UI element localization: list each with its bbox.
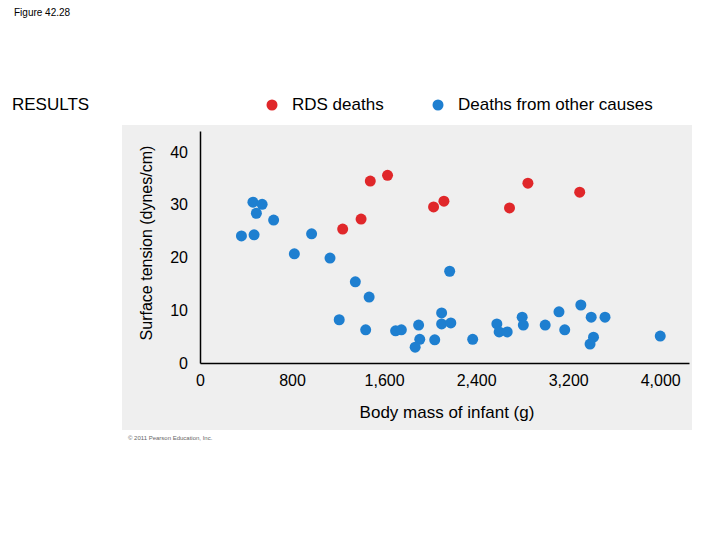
point — [364, 292, 375, 303]
point — [467, 334, 478, 345]
point — [396, 324, 407, 335]
y-tick: 30 — [170, 196, 200, 213]
legend-label: RDS deaths — [292, 95, 384, 114]
y-tick: 20 — [170, 249, 200, 266]
y-tick-label: 20 — [170, 249, 188, 266]
point — [445, 317, 456, 328]
point — [337, 224, 348, 235]
point — [428, 201, 439, 212]
x-tick: 3,200 — [549, 363, 589, 389]
x-tick: 800 — [279, 363, 306, 389]
y-tick: 0 — [179, 355, 200, 372]
point — [518, 320, 529, 331]
point — [553, 306, 564, 317]
series — [236, 197, 666, 353]
chart: 0 800 1,600 2,400 3,200 4,000 0 10 20 30 40 RDS dea… — [0, 0, 720, 540]
point — [350, 276, 361, 287]
point — [289, 248, 300, 259]
point — [655, 331, 666, 342]
point — [600, 312, 611, 323]
y-axis-title: Surface tension (dynes/cm) — [138, 146, 155, 341]
panel-background — [122, 125, 692, 430]
point — [334, 314, 345, 325]
x-axis-title: Body mass of infant (g) — [360, 403, 535, 422]
x-tick: 2,400 — [457, 363, 497, 389]
point — [356, 214, 367, 225]
x-tick-label: 4,000 — [641, 372, 681, 389]
y-tick: 40 — [170, 144, 200, 161]
legend-item: RDS deaths — [267, 95, 384, 114]
x-tick: 4,000 — [641, 363, 681, 389]
x-axis: 0 800 1,600 2,400 3,200 4,000 — [196, 363, 689, 389]
x-tick: 0 — [196, 363, 205, 389]
point — [268, 215, 279, 226]
point — [365, 176, 376, 187]
legend-item: Deaths from other causes — [433, 95, 653, 114]
x-tick-label: 3,200 — [549, 372, 589, 389]
x-tick-label: 2,400 — [457, 372, 497, 389]
series — [337, 170, 585, 235]
point — [436, 307, 447, 318]
point — [247, 197, 258, 208]
point — [559, 324, 570, 335]
plot-area — [236, 170, 666, 353]
point — [251, 208, 262, 219]
point — [249, 229, 260, 240]
point — [574, 187, 585, 198]
legend-swatch — [267, 100, 278, 111]
point — [325, 253, 336, 264]
point — [236, 230, 247, 241]
y-tick-label: 0 — [179, 355, 188, 372]
point — [575, 300, 586, 311]
point — [382, 170, 393, 181]
x-tick: 1,600 — [365, 363, 405, 389]
point — [522, 178, 533, 189]
y-axis: 0 10 20 30 40 — [170, 132, 200, 372]
point — [429, 334, 440, 345]
legend-swatch — [433, 100, 444, 111]
figure-label: Figure 42.28 — [14, 7, 71, 18]
x-tick-label: 800 — [279, 372, 306, 389]
y-tick-label: 10 — [170, 302, 188, 319]
legend-label: Deaths from other causes — [458, 95, 653, 114]
point — [306, 228, 317, 239]
x-axis-line — [201, 363, 690, 365]
y-axis-line — [200, 132, 202, 364]
point — [504, 202, 515, 213]
x-tick-label: 1,600 — [365, 372, 405, 389]
point — [413, 320, 424, 331]
point — [586, 312, 597, 323]
point — [444, 266, 455, 277]
y-tick-label: 30 — [170, 196, 188, 213]
copyright: © 2011 Pearson Education, Inc. — [128, 435, 213, 441]
point — [585, 339, 596, 350]
point — [360, 324, 371, 335]
y-tick-label: 40 — [170, 144, 188, 161]
point — [410, 342, 421, 353]
title: RESULTS — [12, 95, 89, 114]
y-tick: 10 — [170, 302, 200, 319]
point — [438, 196, 449, 207]
x-tick-label: 0 — [196, 372, 205, 389]
point — [540, 320, 551, 331]
point — [502, 326, 513, 337]
